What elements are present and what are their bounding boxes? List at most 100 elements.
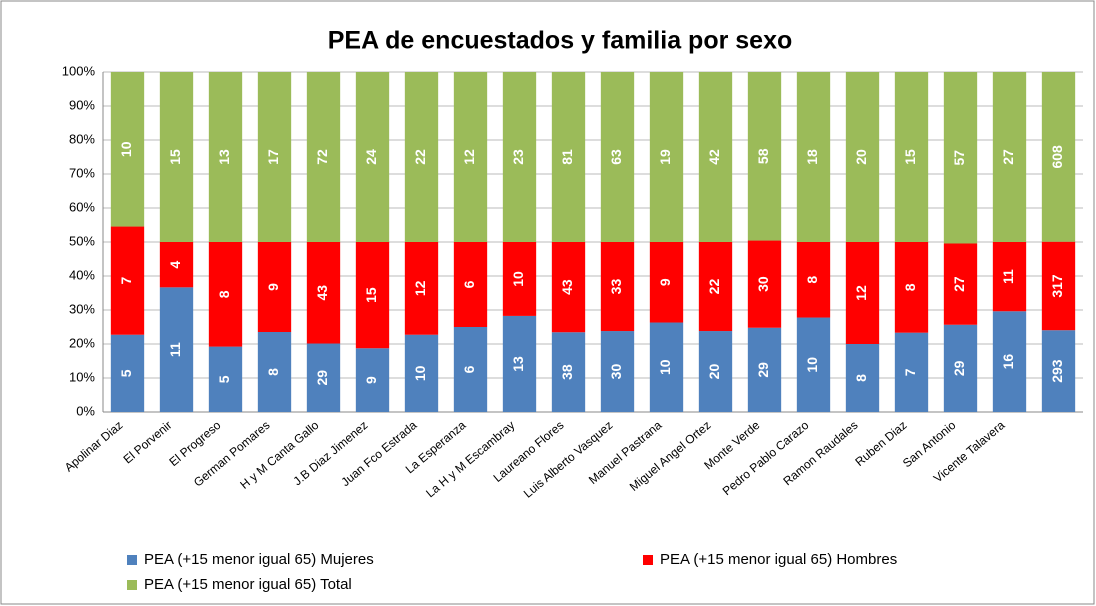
data-label: 16	[1000, 354, 1016, 370]
bar-segment	[551, 242, 586, 333]
data-label: 42	[706, 149, 722, 165]
data-label: 293	[1049, 359, 1065, 383]
data-label: 58	[755, 148, 771, 164]
y-tick-label: 100%	[62, 63, 96, 78]
data-label: 29	[314, 370, 330, 386]
data-label: 5	[216, 375, 232, 383]
bar-segment	[698, 72, 733, 242]
y-tick-label: 40%	[69, 267, 95, 282]
data-label: 81	[559, 149, 575, 165]
bar-segment	[943, 324, 978, 412]
y-tick-label: 0%	[76, 403, 95, 418]
bar-segment	[796, 242, 831, 318]
legend-label: PEA (+15 menor igual 65) Mujeres	[144, 551, 374, 568]
y-tick-label: 50%	[69, 233, 95, 248]
data-label: 13	[216, 149, 232, 165]
data-label: 8	[902, 283, 918, 291]
bar-segment	[502, 72, 537, 242]
data-label: 11	[167, 342, 183, 357]
data-label: 20	[706, 364, 722, 380]
bar-segment	[355, 72, 390, 242]
bar-segment	[306, 72, 341, 242]
data-label: 22	[412, 149, 428, 165]
chart-title: PEA de encuestados y familia por sexo	[328, 27, 793, 55]
bar-segment	[943, 72, 978, 244]
data-label: 12	[412, 280, 428, 296]
bar-segment	[649, 242, 684, 323]
data-label: 6	[461, 365, 477, 373]
data-label: 8	[853, 374, 869, 382]
data-label: 19	[657, 149, 673, 165]
y-tick-label: 70%	[69, 165, 95, 180]
data-label: 22	[706, 279, 722, 295]
data-label: 12	[461, 149, 477, 165]
bar-segment	[159, 72, 194, 242]
bar-segment	[845, 344, 880, 412]
bar-segment	[257, 72, 292, 242]
bar-segment	[110, 334, 145, 412]
data-label: 4	[167, 261, 183, 269]
bar-segment	[894, 332, 929, 412]
data-label: 9	[363, 376, 379, 384]
data-label: 10	[657, 359, 673, 375]
bar-segment	[845, 242, 880, 344]
data-label: 15	[167, 149, 183, 165]
bar-segment	[1041, 330, 1076, 412]
data-label: 10	[510, 271, 526, 287]
bar-segment	[502, 315, 537, 412]
data-label: 12	[853, 285, 869, 301]
data-label: 15	[363, 287, 379, 303]
bar-segment	[943, 243, 978, 325]
data-label: 7	[118, 277, 134, 285]
data-label: 17	[265, 149, 281, 165]
bar-segment	[992, 242, 1027, 312]
data-label: 608	[1049, 145, 1065, 169]
data-label: 57	[951, 150, 967, 166]
bar-segment	[453, 242, 488, 327]
data-label: 27	[951, 276, 967, 292]
data-label: 10	[804, 357, 820, 373]
bar-segment	[306, 343, 341, 412]
data-label: 30	[608, 364, 624, 380]
bar-segment	[698, 242, 733, 332]
data-label: 29	[755, 362, 771, 378]
bar-segment	[110, 72, 145, 227]
data-label: 38	[559, 364, 575, 380]
bar-segment	[600, 242, 635, 332]
data-label: 24	[363, 149, 379, 165]
data-label: 11	[1000, 269, 1016, 284]
y-tick-label: 90%	[69, 97, 95, 112]
data-label: 15	[902, 149, 918, 165]
bar-segment	[502, 242, 537, 316]
bar-segment	[992, 72, 1027, 242]
data-label: 8	[804, 276, 820, 284]
bar-segment	[453, 327, 488, 412]
bar-segment	[208, 346, 243, 412]
bar-segment	[894, 242, 929, 333]
data-label: 18	[804, 149, 820, 165]
bar-segment	[404, 242, 439, 335]
data-label: 7	[902, 368, 918, 376]
legend-swatch	[643, 555, 653, 565]
legend-label: PEA (+15 menor igual 65) Total	[144, 576, 352, 593]
data-label: 9	[265, 283, 281, 291]
bar-segment	[355, 242, 390, 349]
data-label: 27	[1000, 149, 1016, 165]
bar-segment	[551, 332, 586, 412]
bar-segment	[747, 327, 782, 412]
bar-segment	[551, 72, 586, 242]
data-label: 33	[608, 279, 624, 295]
y-tick-label: 30%	[69, 301, 95, 316]
bar-segment	[1041, 241, 1076, 331]
bar-segment	[257, 242, 292, 332]
bar-segment	[159, 287, 194, 412]
bar-segment	[649, 322, 684, 412]
legend-swatch	[127, 555, 137, 565]
bar-segment	[1041, 72, 1076, 242]
bar-segment	[796, 72, 831, 242]
bar-segment	[404, 334, 439, 412]
bar-segment	[992, 311, 1027, 412]
data-label: 10	[118, 141, 134, 157]
bar-segment	[649, 72, 684, 242]
